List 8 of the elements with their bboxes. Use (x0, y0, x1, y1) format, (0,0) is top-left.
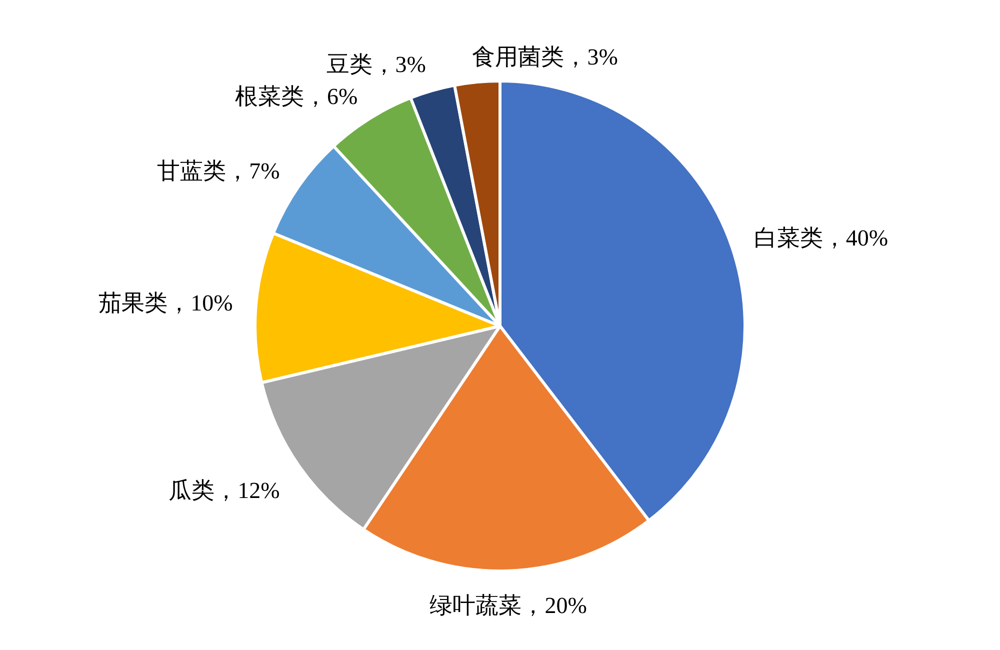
slice-label: 食用菌类，3% (472, 44, 618, 70)
slice-label: 甘蓝类，7% (157, 158, 280, 184)
slice-label: 白菜类，40% (754, 225, 888, 250)
slice-label: 茄果类，10% (98, 290, 233, 316)
slice-label: 绿叶蔬菜，20% (430, 593, 587, 618)
slice-label: 豆类，3% (326, 52, 426, 78)
slice-label: 瓜类，12% (168, 478, 280, 504)
slice-label: 根菜类，6% (234, 84, 358, 110)
